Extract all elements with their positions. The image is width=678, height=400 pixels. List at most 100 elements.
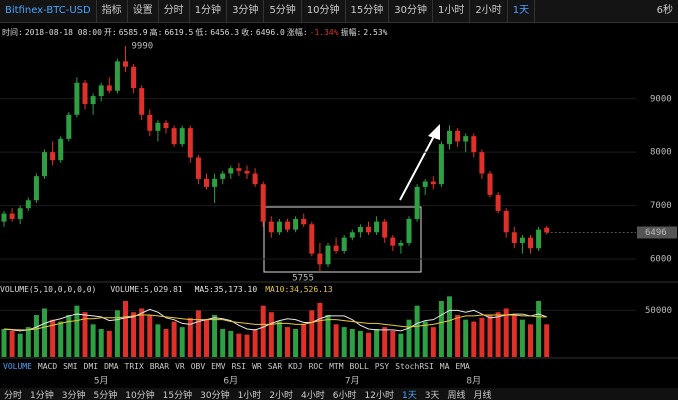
volume-bar [42,308,47,357]
candle-body [42,152,47,177]
volume-bar [58,321,64,357]
candle-body [511,232,517,243]
indicator-tab[interactable]: MA [439,361,450,371]
period-button[interactable]: 1天 [508,0,536,22]
y-tick-label: 7000 [650,201,672,211]
period-button[interactable]: 30分钟 [389,0,434,22]
period-button[interactable]: 1分钟 [30,390,54,400]
candle-body [90,96,96,105]
volume-bar [422,321,428,357]
candle-body [479,152,485,174]
period-button[interactable]: 4小时 [301,390,325,400]
indicator-tab[interactable]: SMI [63,361,78,371]
period-button[interactable]: 5分钟 [264,0,302,22]
indicator-tab[interactable]: DMI [83,361,99,371]
indicator-tab[interactable]: WR [252,361,262,371]
candle-body [220,173,226,179]
candle-body [212,178,218,187]
volume-bar [228,330,234,357]
indicator-tab[interactable]: MACD [37,361,58,371]
indicator-tab[interactable]: SAR [267,361,283,371]
period-button[interactable]: 6小时 [332,390,357,400]
info-label: 收: [241,27,254,37]
y-tick-label: 9000 [650,94,672,104]
volume-bar [285,327,290,357]
volume-bar [204,319,209,357]
candle-body [519,237,525,243]
candle-body [252,173,258,185]
indicator-tab[interactable]: StochRSI [395,361,434,371]
volume-bar [495,312,501,357]
candle-body [341,237,347,251]
info-label: 低: [195,27,209,37]
indicator-tab[interactable]: EMV [211,361,226,371]
indicator-tab[interactable]: EMA [455,361,470,371]
period-button[interactable]: 分时 [159,0,190,22]
period-button[interactable]: 月线 [473,390,492,400]
period-button[interactable]: 3分钟 [227,0,265,22]
candle-body [544,227,550,233]
indicator-tab[interactable]: VOLUME [3,361,32,371]
period-button[interactable]: 15分钟 [346,0,390,22]
indicator-tab[interactable]: DMA [104,361,119,371]
symbol[interactable]: Bitfinex-BTC-USD [0,0,97,22]
candle-body [309,224,315,254]
indicator-tab[interactable]: TRIX [124,361,144,371]
volume-bar [163,329,169,357]
volume-bar [66,315,72,357]
period-button[interactable]: 10分钟 [302,0,346,22]
period-button[interactable]: 1小时 [433,0,471,22]
volume-bar [252,329,258,357]
volume-title: VOLUME(5,10,0,0,0,0) [0,284,97,294]
period-button[interactable]: 10分钟 [125,390,155,400]
toolbar-button[interactable]: 指标 [97,0,128,22]
x-tick-label: 6月 [223,376,238,387]
period-button[interactable]: 2小时 [269,390,294,400]
indicator-tab[interactable]: BRAR [149,361,170,371]
indicator-tab[interactable]: KDJ [288,361,303,371]
period-button[interactable]: 2小时 [470,0,508,22]
volume-bar [398,333,404,357]
volume-bar [50,319,56,357]
candle-body [25,200,31,209]
indicator-tab[interactable]: MTM [329,361,344,371]
candle-body [179,128,185,145]
volume-bar [447,296,452,357]
indicator-tab[interactable]: BOLL [349,361,369,371]
indicator-tab[interactable]: RSI [231,361,247,371]
candle-body [98,85,104,97]
candle-body [187,128,193,158]
period-button[interactable]: 30分钟 [200,390,230,400]
candle-body [463,136,469,142]
period-button[interactable]: 1天 [401,390,417,400]
period-button[interactable]: 5分钟 [93,390,118,400]
volume-bar [479,317,485,357]
period-button[interactable]: 15分钟 [162,390,193,400]
period-button[interactable]: 3分钟 [61,390,86,400]
volume-bar [317,302,323,357]
info-value: 6496.0 [255,27,285,37]
period-button[interactable]: 1小时 [237,390,262,400]
candle-body [422,181,428,187]
indicator-tabs: VOLUME MACD SMI DMI DMA TRIX BRAR VR OBV EMV RSI WR… [0,360,678,372]
period-button[interactable]: 分时 [4,390,23,400]
indicator-tab[interactable]: PSY [374,361,390,371]
period-button[interactable]: 3天 [424,390,440,400]
period-button[interactable]: 1分钟 [190,0,228,22]
candle-body [195,157,201,179]
candle-body [447,130,452,145]
period-button[interactable]: 12小时 [364,390,394,400]
indicator-tab[interactable]: OBV [190,361,206,371]
period-button[interactable]: 周线 [447,390,466,400]
volume-bar [511,315,517,357]
last-price-tag [637,226,677,239]
volume-bar [195,310,201,357]
candle-body [285,221,290,230]
indicator-tab[interactable]: VR [175,361,185,371]
volume-bar [123,301,128,357]
toolbar-button[interactable]: 设置 [128,0,159,22]
volume-bar [33,315,39,357]
candle-body [9,213,15,219]
indicator-tab[interactable]: ROC [308,361,324,371]
